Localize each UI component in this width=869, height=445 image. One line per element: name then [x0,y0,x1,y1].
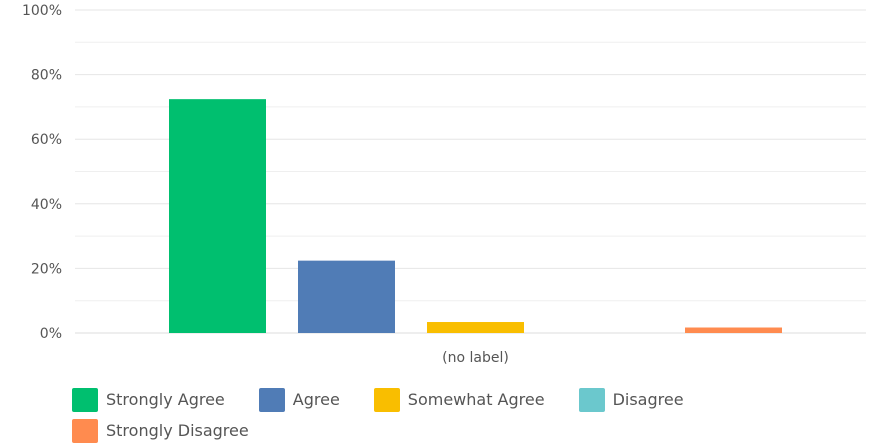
legend-item-disagree[interactable]: Disagree [578,388,684,412]
y-tick-label: 40% [31,197,62,213]
bars [169,99,782,333]
legend-label: Agree [292,390,340,409]
y-tick-label: 100% [22,3,62,19]
bar-strongly-agree[interactable] [169,99,266,333]
x-category-label: (no label) [442,350,509,366]
legend-swatch [72,419,98,443]
y-tick-label: 80% [31,68,62,84]
legend-item-strongly-agree[interactable]: Strongly Agree [72,388,225,412]
legend-swatch [578,388,605,412]
legend-label: Strongly Agree [106,390,225,409]
legend-swatch [258,388,285,412]
bar-somewhat-agree[interactable] [427,322,524,333]
legend-label: Disagree [612,390,684,409]
legend-item-strongly-disagree[interactable]: Strongly Disagree [72,419,249,443]
bar-strongly-disagree[interactable] [685,327,782,333]
legend-label: Strongly Disagree [106,421,249,440]
y-tick-label: 60% [31,132,62,148]
legend-label: Somewhat Agree [407,390,545,409]
legend-item-agree[interactable]: Agree [258,388,340,412]
y-tick-label: 20% [31,261,62,277]
chart-legend: Strongly Agree Agree Somewhat Agree Disagre… [72,388,862,443]
legend-swatch [72,388,98,412]
y-tick-label: 0% [40,326,62,342]
bar-agree[interactable] [298,260,395,333]
legend-swatch [373,388,400,412]
legend-item-somewhat-agree[interactable]: Somewhat Agree [373,388,545,412]
